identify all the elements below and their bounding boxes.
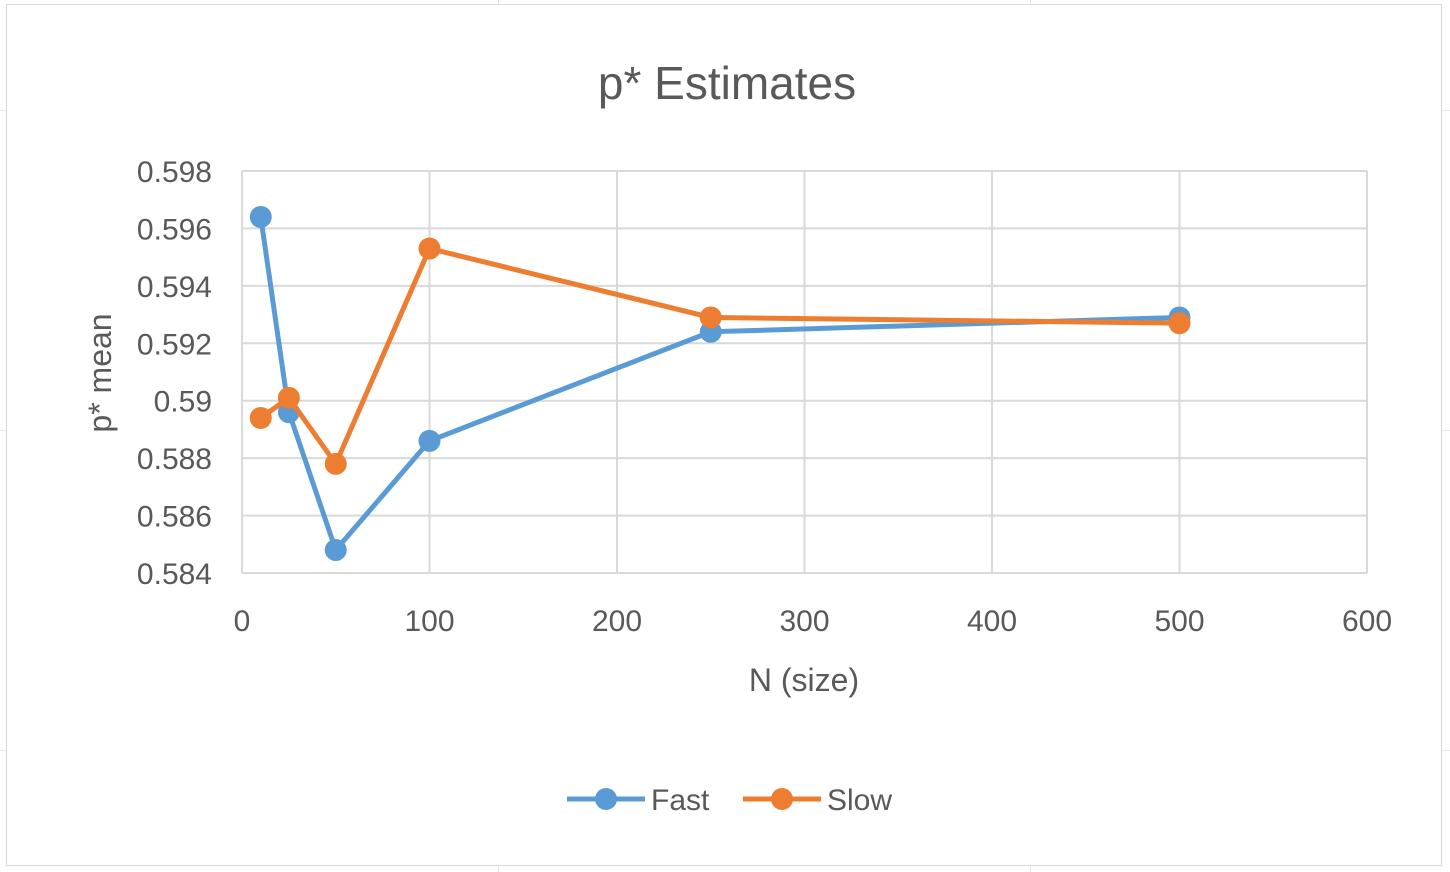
y-tick-label: 0.592 [137,328,212,361]
y-tick-label: 0.598 [137,156,212,189]
chart-title: p* Estimates [598,57,856,109]
x-axis-ticks: 0 100 200 300 400 500 600 [234,605,1392,638]
x-tick-label: 100 [404,605,454,638]
legend-marker-fast [595,788,617,810]
legend-item-fast[interactable]: Fast [567,784,710,817]
series-fast[interactable] [249,205,1191,562]
y-tick-label: 0.596 [137,213,212,246]
x-tick-label: 300 [779,605,829,638]
y-tick-label: 0.594 [137,271,212,304]
chart-area[interactable]: p* Estimates 0.598 0.596 0.594 0.592 0.59 0.5… [6,4,1442,866]
y-tick-label: 0.586 [137,501,212,534]
data-point-slow[interactable] [418,237,441,260]
x-tick-label: 500 [1154,605,1204,638]
x-tick-label: 0 [234,605,251,638]
y-axis-title: p* mean [82,313,118,432]
x-axis-title: N (size) [749,662,859,698]
gridlines [241,170,1368,574]
data-point-fast[interactable] [249,205,272,228]
y-tick-label: 0.584 [137,558,212,591]
data-point-fast[interactable] [418,429,441,452]
y-tick-label: 0.588 [137,443,212,476]
series-slow[interactable] [249,237,1191,475]
legend[interactable]: Fast Slow [567,784,892,817]
legend-marker-slow [771,788,793,810]
data-point-slow[interactable] [1168,312,1191,335]
legend-label-slow: Slow [827,784,892,817]
x-tick-label: 400 [967,605,1017,638]
data-point-slow[interactable] [699,306,722,329]
x-tick-label: 600 [1342,605,1392,638]
series-line-slow[interactable] [259,246,1180,467]
legend-label-fast: Fast [651,784,710,817]
y-axis-ticks: 0.598 0.596 0.594 0.592 0.59 0.588 0.586 0.584 [137,156,212,591]
series-line-fast[interactable] [258,216,1180,553]
data-point-fast[interactable] [324,539,347,562]
line-chart: p* Estimates 0.5980.5960.5940.5920.590.5… [82,57,1392,817]
data-point-slow[interactable] [324,452,347,475]
data-point-slow[interactable] [249,406,272,429]
series-layer [249,205,1191,562]
y-tick-label: 0.59 [154,386,212,419]
legend-item-slow[interactable]: Slow [743,784,892,817]
x-tick-label: 200 [592,605,642,638]
data-point-slow[interactable] [277,386,300,409]
